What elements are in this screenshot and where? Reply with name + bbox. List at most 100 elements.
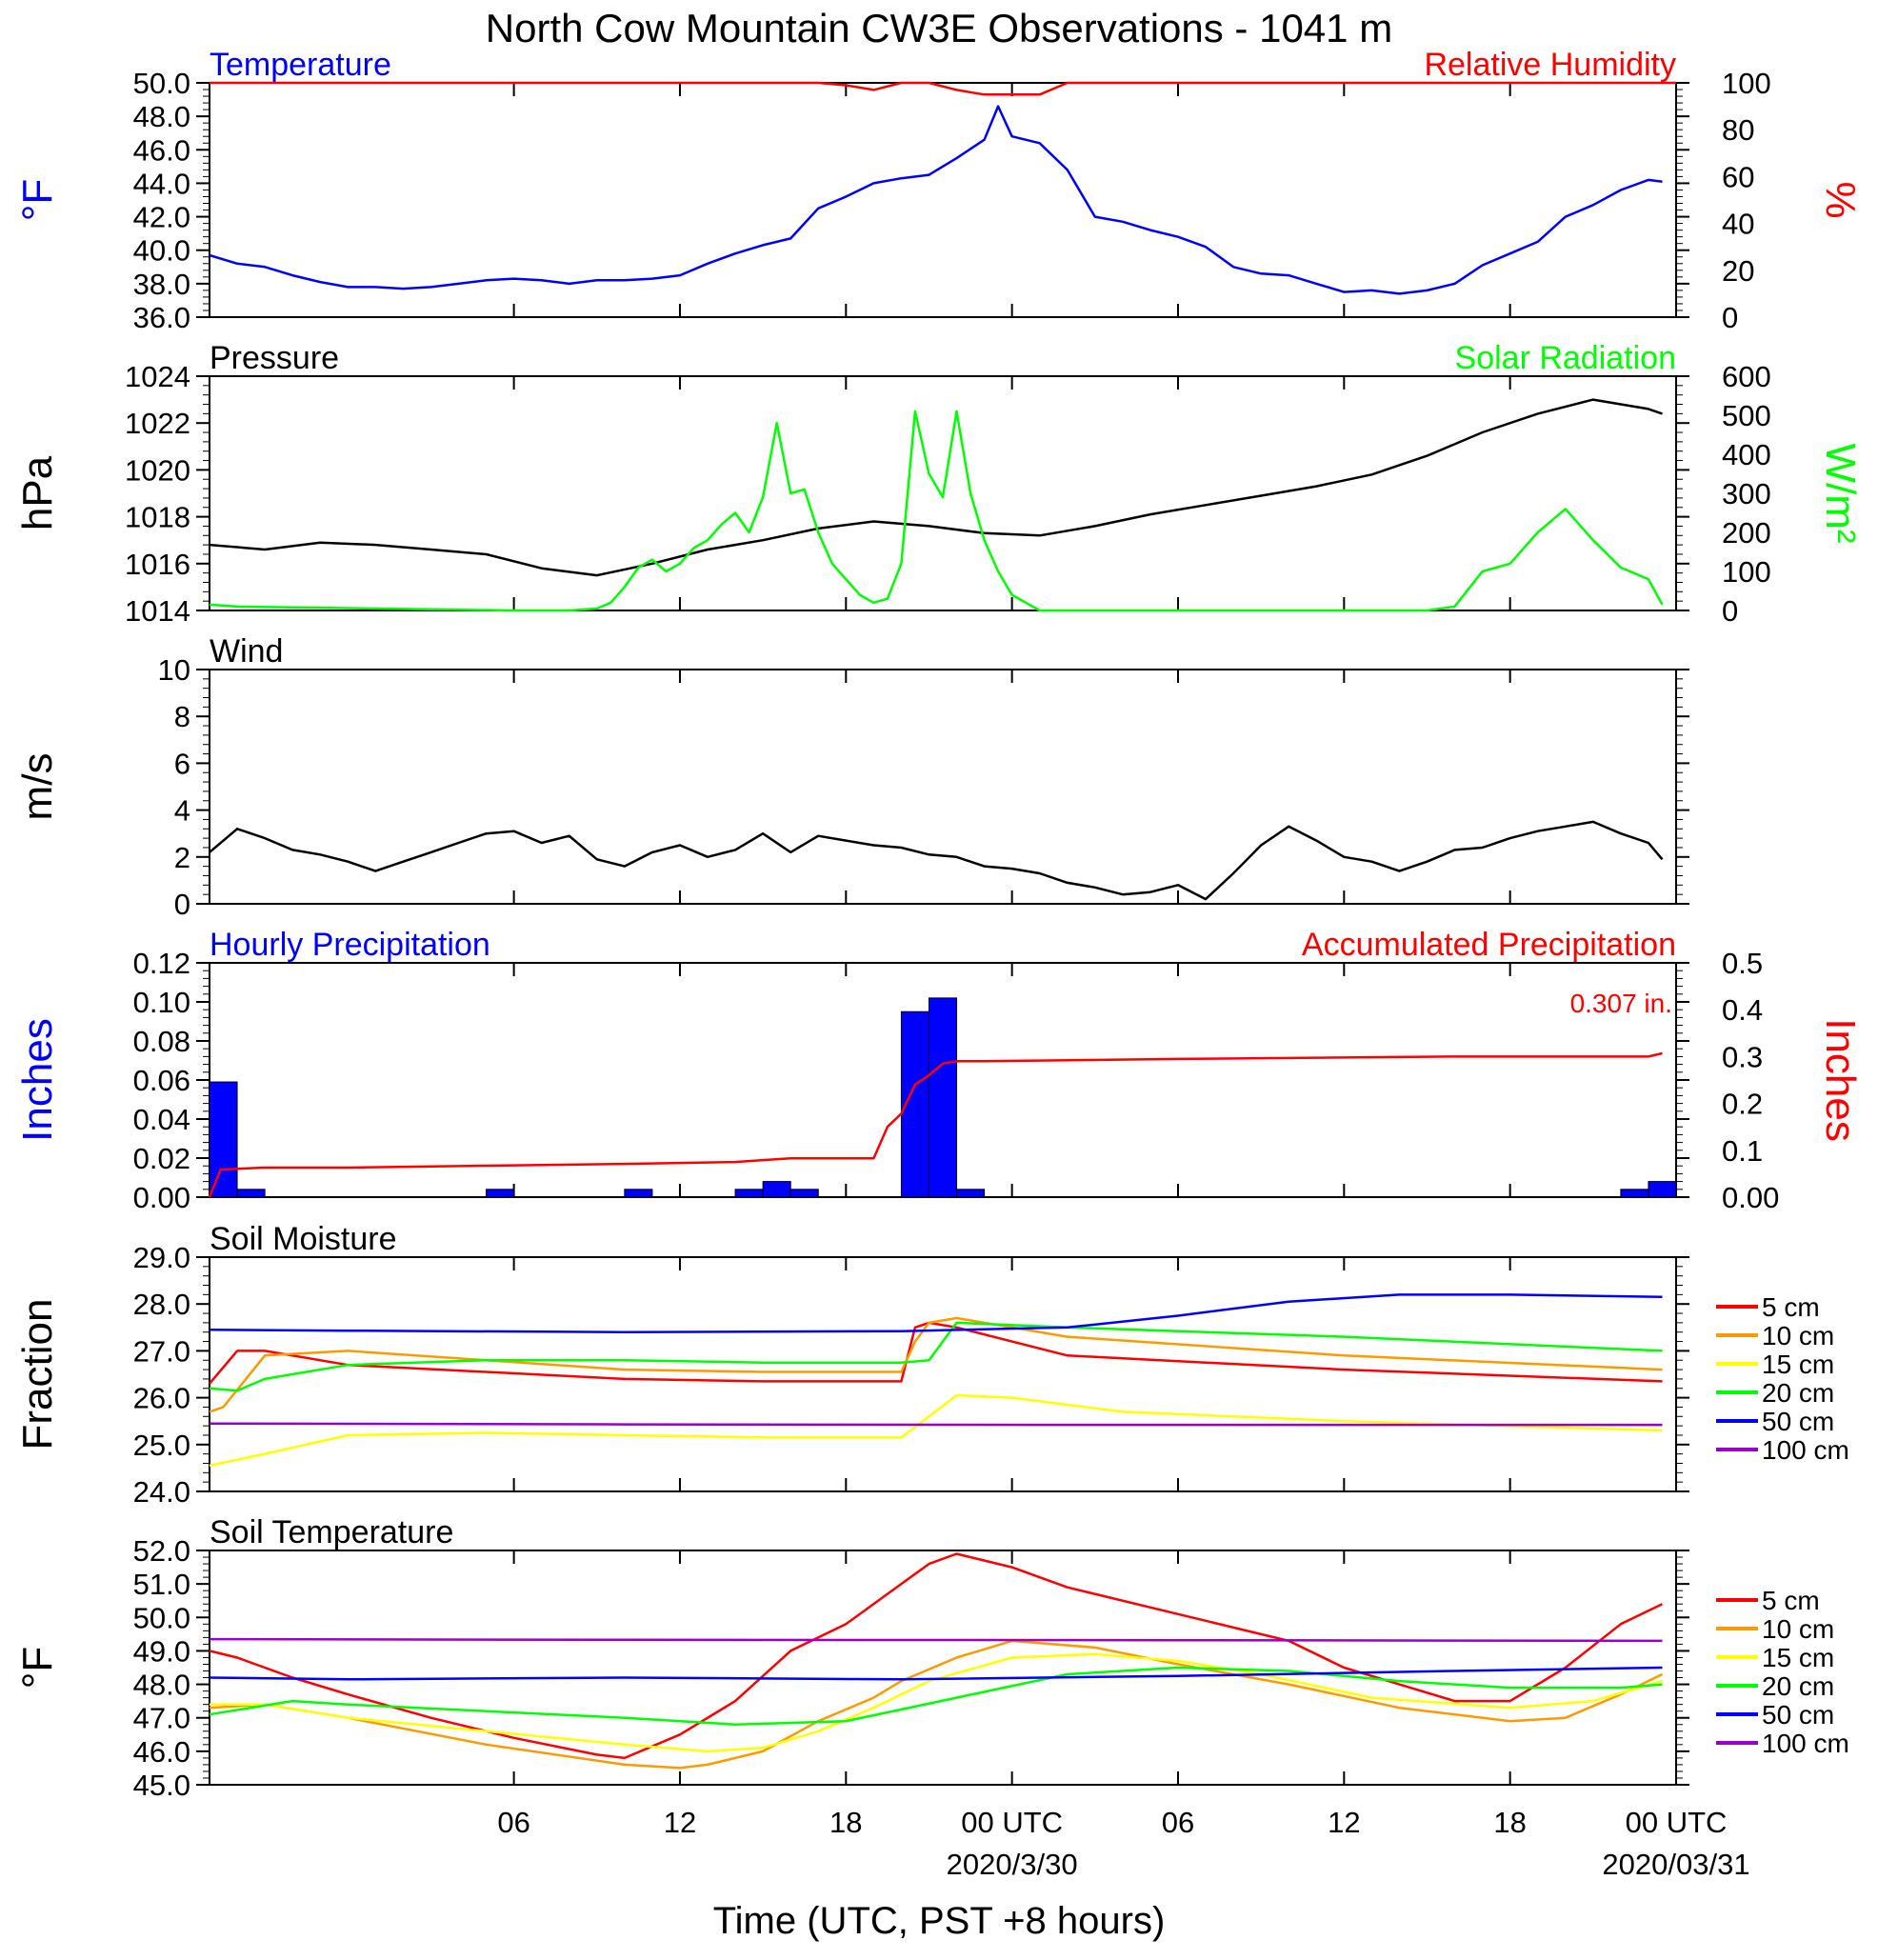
panel-title-left: Soil Moisture — [210, 1221, 397, 1257]
legend-label: 5 cm — [1762, 1292, 1820, 1322]
legend-label: 20 cm — [1762, 1378, 1834, 1408]
series-line-temperature — [209, 105, 1663, 295]
y-tick-label: 0.00 — [133, 1181, 190, 1214]
series-line-accumulated-precipitation — [208, 1051, 1663, 1198]
legend-label: 50 cm — [1762, 1700, 1834, 1730]
y-tick-label: 47.0 — [133, 1702, 190, 1735]
y-axis-unit-right: Inches — [1817, 1018, 1864, 1142]
plot-frame — [209, 1550, 1677, 1786]
y-axis-unit-right: % — [1817, 181, 1864, 218]
series-line-10-cm — [209, 1316, 1663, 1413]
y-axis-unit-left: Fraction — [14, 1299, 61, 1450]
y-tick-label: 0.10 — [133, 986, 190, 1019]
legend-label: 100 cm — [1762, 1729, 1849, 1758]
y-tick-label: 46.0 — [133, 1735, 190, 1769]
y-right-tick-label: 100 — [1722, 555, 1771, 589]
y-right-tick-label: 600 — [1722, 360, 1771, 393]
y-right-tick-label: 0.5 — [1722, 947, 1763, 980]
hourly-precip-bar — [734, 1189, 764, 1198]
y-tick-label: 1018 — [125, 501, 190, 534]
x-tick-label: 12 — [664, 1806, 696, 1839]
y-tick-label: 0.08 — [133, 1025, 190, 1058]
y-tick-label: 28.0 — [133, 1288, 190, 1321]
y-right-tick-label: 0.4 — [1722, 993, 1763, 1027]
y-right-tick-label: 0.1 — [1722, 1134, 1763, 1168]
y-right-tick-label: 60 — [1722, 160, 1754, 193]
y-tick-label: 50.0 — [133, 1601, 190, 1634]
y-tick-label: 46.0 — [133, 133, 190, 167]
y-tick-label: 51.0 — [133, 1568, 190, 1601]
y-right-tick-label: 200 — [1722, 516, 1771, 550]
y-right-tick-label: 0.2 — [1722, 1088, 1763, 1121]
panel-title-right: Solar Radiation — [1455, 340, 1676, 376]
y-tick-label: 0.06 — [133, 1064, 190, 1097]
panel-title-left: Temperature — [210, 47, 391, 83]
plot-frame — [209, 375, 1677, 611]
panel-title-left: Soil Temperature — [210, 1514, 453, 1550]
x-tick-label: 18 — [829, 1806, 862, 1839]
y-right-tick-label: 500 — [1722, 399, 1771, 432]
y-axis-unit-left: Inches — [14, 1018, 61, 1142]
x-date-label: 2020/03/31 — [1602, 1848, 1749, 1881]
y-right-tick-label: 400 — [1722, 438, 1771, 471]
y-tick-label: 38.0 — [133, 268, 190, 301]
legend-label: 10 cm — [1762, 1614, 1834, 1644]
y-tick-label: 36.0 — [133, 301, 190, 334]
y-right-tick-label: 20 — [1722, 254, 1754, 288]
panel-title-left: Pressure — [210, 340, 339, 376]
y-tick-label: 1024 — [125, 360, 190, 393]
plot-frame — [209, 669, 1677, 905]
series-line-15-cm — [210, 1652, 1663, 1753]
hourly-precip-bar — [1620, 1189, 1649, 1198]
y-tick-label: 0.04 — [133, 1103, 190, 1136]
series-line-15-cm — [209, 1393, 1663, 1468]
panel-temp-rh: 36.038.040.042.044.046.048.050.0 0 20 40 60 8… — [14, 47, 1864, 334]
legend-label: 10 cm — [1762, 1321, 1834, 1350]
panel-title-left: Hourly Precipitation — [210, 927, 490, 963]
hourly-precip-bar — [236, 1189, 266, 1198]
x-axis-label: Time (UTC, PST +8 hours) — [713, 1900, 1166, 1942]
y-tick-label: 1014 — [125, 594, 190, 628]
series-line-5-cm — [209, 1321, 1663, 1385]
panel-soil-temp: 45.046.047.048.049.050.051.052.0 Soil Tem… — [14, 1514, 1849, 1802]
legend-label: 100 cm — [1762, 1435, 1849, 1465]
plot-frame — [209, 1256, 1677, 1492]
panel-title-left: Wind — [210, 633, 283, 670]
panel-soil-moisture: 24.0 25.0 26.0 27.0 28.0 29.0 Soil Moisture Fra… — [14, 1221, 1849, 1509]
y-tick-label: 10 — [158, 653, 190, 687]
series-line-wind — [209, 820, 1664, 901]
x-tick-label: 00 UTC — [1626, 1806, 1728, 1839]
hourly-precip-bar — [486, 1189, 515, 1198]
series-line-solar-radiation — [209, 410, 1664, 612]
hourly-precip-bar — [956, 1189, 986, 1198]
legend-label: 15 cm — [1762, 1350, 1834, 1379]
plot-frame — [209, 82, 1677, 318]
series-line-10-cm — [209, 1639, 1664, 1770]
legend-label: 50 cm — [1762, 1407, 1834, 1436]
y-tick-label: 52.0 — [133, 1534, 190, 1568]
series-line-100-cm — [209, 1422, 1663, 1427]
y-right-tick-label: 300 — [1722, 477, 1771, 510]
y-axis-unit-left: m/s — [14, 753, 61, 821]
y-tick-label: 40.0 — [133, 234, 190, 268]
hourly-precip-bar — [928, 997, 958, 1198]
legend-label: 5 cm — [1762, 1586, 1820, 1615]
x-tick-label: 06 — [497, 1806, 529, 1839]
y-tick-label: 2 — [174, 841, 190, 874]
legend-label: 20 cm — [1762, 1671, 1834, 1701]
series-line-relative-humidity — [210, 81, 1676, 96]
hourly-precip-bar — [762, 1181, 791, 1198]
panel-wind: 0 2 4 6 8 10 Wind m/s — [14, 633, 1689, 921]
series-line-50-cm — [209, 1666, 1663, 1681]
y-tick-label: 44.0 — [133, 167, 190, 200]
y-tick-label: 50.0 — [133, 67, 190, 100]
y-tick-label: 1022 — [125, 407, 190, 440]
legend-label: 15 cm — [1762, 1643, 1834, 1672]
y-tick-label: 49.0 — [133, 1634, 190, 1668]
y-right-tick-label: 0 — [1722, 301, 1738, 334]
series-line-50-cm — [209, 1293, 1663, 1333]
y-tick-label: 0 — [174, 888, 190, 921]
